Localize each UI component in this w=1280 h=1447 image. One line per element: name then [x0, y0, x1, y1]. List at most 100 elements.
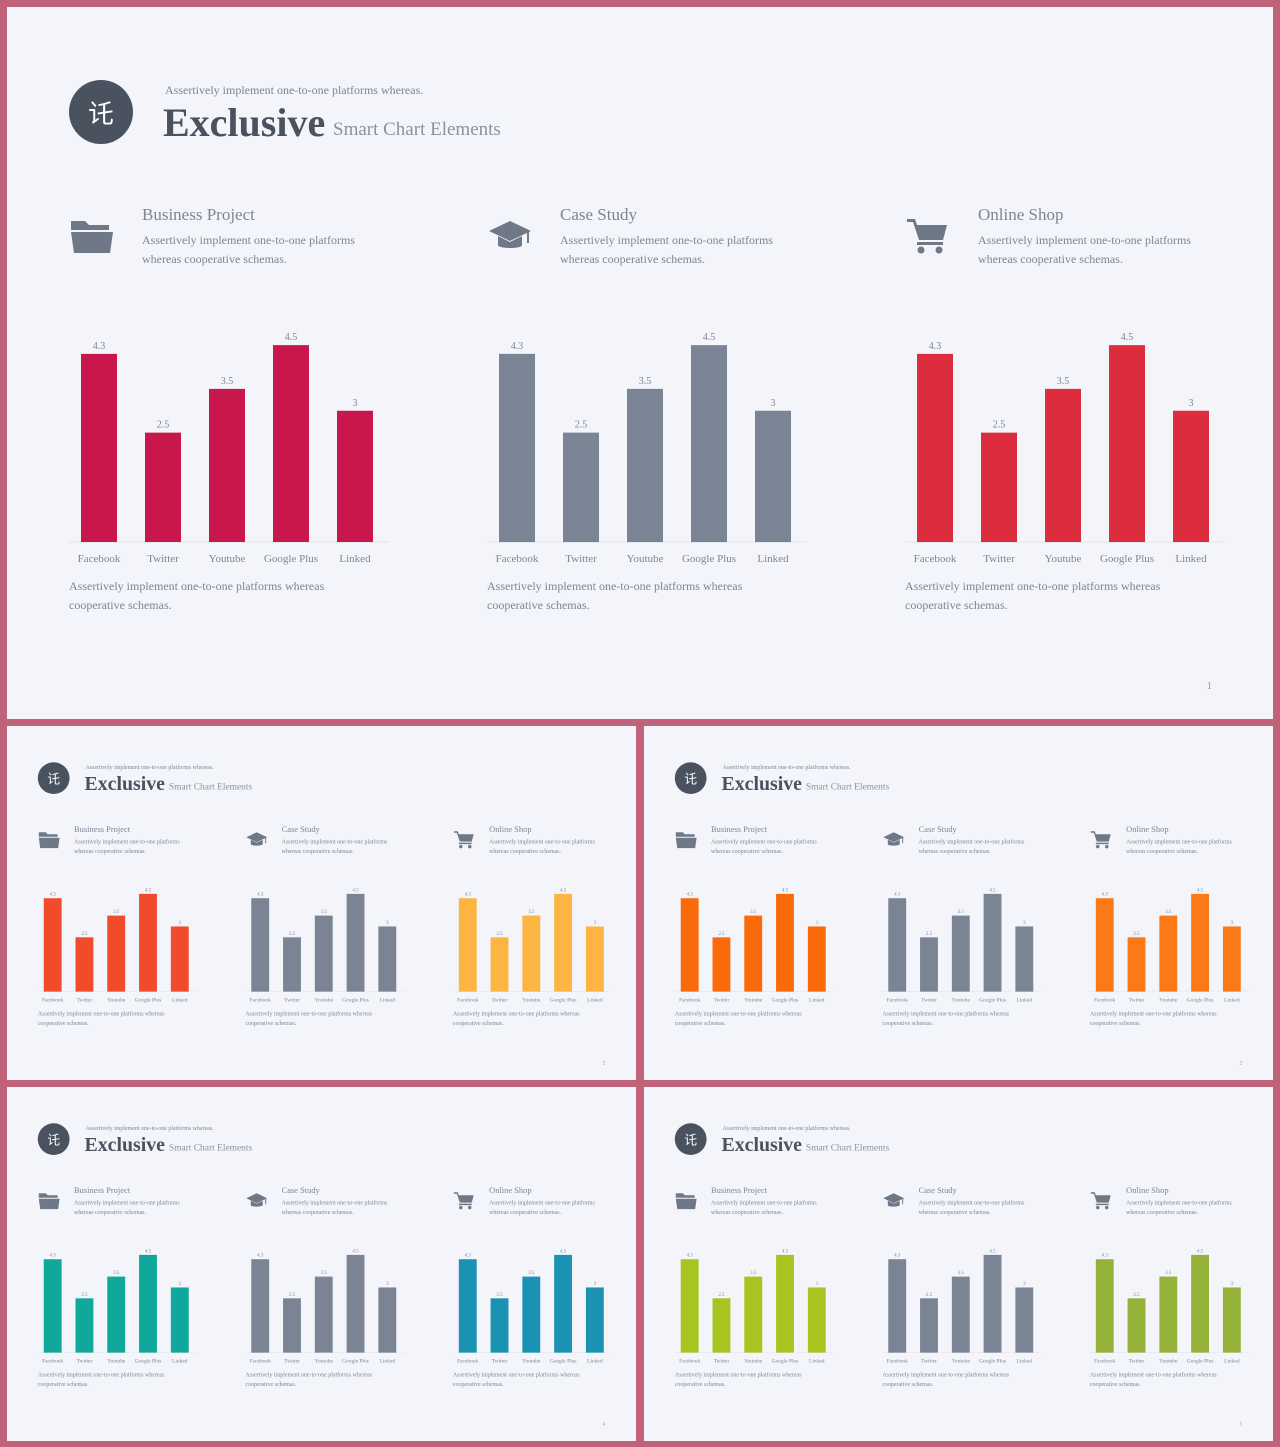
bar-facebook [1095, 898, 1114, 992]
bar-chart: 4.3 Facebook 2.5 Twitter 3.5 Youtube 4.5 Google… [1089, 1249, 1249, 1365]
bar-linked [337, 410, 373, 542]
panel-heading: Business Project [74, 824, 131, 834]
bar-youtube [314, 915, 333, 992]
bar-chart: 4.3 Facebook 2.5 Twitter 3.5 Youtube 4.5 Google… [37, 888, 197, 1004]
bar-value-label: 4.5 [989, 1249, 996, 1254]
bar-linked [1222, 926, 1241, 992]
bar-value-label: 3 [1189, 398, 1194, 409]
category-label: Facebook [42, 1359, 63, 1365]
logo-glyph: 讬 [47, 771, 61, 787]
bar-value-label: 2.5 [496, 1293, 503, 1298]
bar-twitter [145, 432, 181, 542]
bar-value-label: 2.5 [157, 420, 170, 431]
panel-footnote: Assertively implement one-to-one platfor… [882, 1009, 1010, 1027]
bar-value-label: 3.5 [321, 1271, 328, 1276]
panel-description: Assertively implement one-to-one platfor… [978, 233, 1191, 266]
category-label: Facebook [887, 998, 908, 1004]
bar-value-label: 2.5 [926, 1293, 933, 1298]
panel-heading: Business Project [142, 205, 255, 224]
category-label: Google Plus [682, 553, 736, 565]
category-label: Linked [1224, 1359, 1240, 1365]
category-label: Facebook [914, 553, 957, 565]
category-label: Google Plus [1187, 998, 1214, 1004]
category-label: Facebook [1094, 1359, 1115, 1365]
slide-subtitle: Smart Chart Elements [805, 1142, 890, 1154]
bar-google-plus [1191, 893, 1210, 992]
bar-value-label: 4.5 [560, 888, 567, 893]
bar-facebook [680, 1259, 699, 1353]
bar-value-label: 3.5 [958, 910, 965, 915]
bar-facebook [43, 898, 62, 992]
bar-value-label: 4.5 [1197, 1249, 1204, 1254]
bar-value-label: 3.5 [958, 1271, 965, 1276]
bar-linked [170, 926, 189, 992]
slide-4: 讬 Assertively implement one-to-one platf… [7, 1087, 636, 1441]
bar-value-label: 3.5 [221, 376, 234, 387]
bar-value-label: 3.5 [639, 376, 652, 387]
bar-value-label: 3 [179, 1282, 182, 1287]
slide-content: 讬 Assertively implement one-to-one platf… [7, 1087, 636, 1441]
header-tagline: Assertively implement one-to-one platfor… [165, 83, 424, 97]
bar-google-plus [139, 1254, 157, 1353]
logo: 讬 [674, 1123, 707, 1156]
category-label: Linked [172, 998, 188, 1004]
bar-youtube [522, 915, 541, 992]
bar-value-label: 3 [386, 1282, 389, 1287]
bar-chart: 4.3 Facebook 2.5 Twitter 3.5 Youtube 4.5 Google… [1089, 888, 1249, 1004]
bar-facebook [888, 1259, 907, 1353]
panel-heading: Online Shop [489, 1185, 532, 1195]
bar-facebook [1095, 1259, 1114, 1353]
bar-value-label: 4.3 [465, 893, 472, 898]
category-label: Twitter [1129, 998, 1145, 1004]
category-label: Twitter [492, 998, 508, 1004]
category-label: Linked [757, 553, 789, 565]
panel-description: Assertively implement one-to-one platfor… [489, 838, 595, 855]
category-label: Twitter [983, 553, 1015, 565]
page-number: 4 [602, 1421, 606, 1428]
category-label: Google Plus [979, 998, 1006, 1004]
category-label: Google Plus [979, 1359, 1006, 1365]
category-label: Linked [172, 1359, 188, 1365]
folder-icon [71, 221, 113, 253]
panel-description: Assertively implement one-to-one platfor… [1126, 1199, 1232, 1216]
category-label: Google Plus [1100, 553, 1154, 565]
page-number: 2 [1239, 1060, 1243, 1067]
bar-chart: 4.3 Facebook 2.5 Twitter 3.5 Youtube 4.5 Google… [69, 332, 389, 565]
category-label: Facebook [496, 553, 539, 565]
bar-linked [1222, 1287, 1241, 1353]
logo-glyph: 讬 [684, 1132, 698, 1148]
category-label: Google Plus [1187, 1359, 1214, 1365]
panel-heading: Case Study [918, 1185, 957, 1195]
category-label: Google Plus [342, 1359, 369, 1365]
bar-value-label: 3.5 [113, 910, 120, 915]
panel-footnote: Assertively implement one-to-one platfor… [487, 579, 743, 612]
panel-footnote: Assertively implement one-to-one platfor… [452, 1009, 580, 1027]
graduation-cap-icon [883, 832, 905, 846]
panel-description: Assertively implement one-to-one platfor… [74, 838, 180, 855]
bar-youtube [1159, 915, 1178, 992]
panel-case-study: Case Study Assertively implement one-to-… [882, 726, 1081, 1080]
bar-google-plus [346, 893, 365, 992]
bar-value-label: 4.3 [257, 893, 264, 898]
panel-footnote: Assertively implement one-to-one platfor… [1089, 1009, 1217, 1027]
bar-youtube [209, 388, 245, 542]
panel-footnote: Assertively implement one-to-one platfor… [674, 1370, 802, 1388]
slide-title: Exclusive [163, 100, 326, 145]
panel-footnote: Assertively implement one-to-one platfor… [37, 1370, 165, 1388]
category-label: Twitter [1129, 1359, 1145, 1365]
panel-footnote: Assertively implement one-to-one platfor… [1089, 1370, 1217, 1388]
category-label: Twitter [921, 1359, 937, 1365]
bar-linked [1015, 926, 1034, 992]
bar-twitter [283, 1298, 301, 1353]
bar-value-label: 4.5 [145, 1249, 152, 1254]
bar-value-label: 3 [179, 921, 182, 926]
bar-value-label: 4.3 [50, 893, 57, 898]
shopping-cart-icon [453, 831, 474, 849]
category-label: Twitter [77, 1359, 93, 1365]
bar-google-plus [273, 345, 309, 542]
slide-5: 讬 Assertively implement one-to-one platf… [644, 1087, 1273, 1441]
page-number: 5 [1239, 1421, 1243, 1428]
bar-value-label: 2.5 [81, 1293, 88, 1298]
bar-value-label: 3.5 [528, 1271, 535, 1276]
slide-2: 讬 Assertively implement one-to-one platf… [7, 726, 636, 1080]
